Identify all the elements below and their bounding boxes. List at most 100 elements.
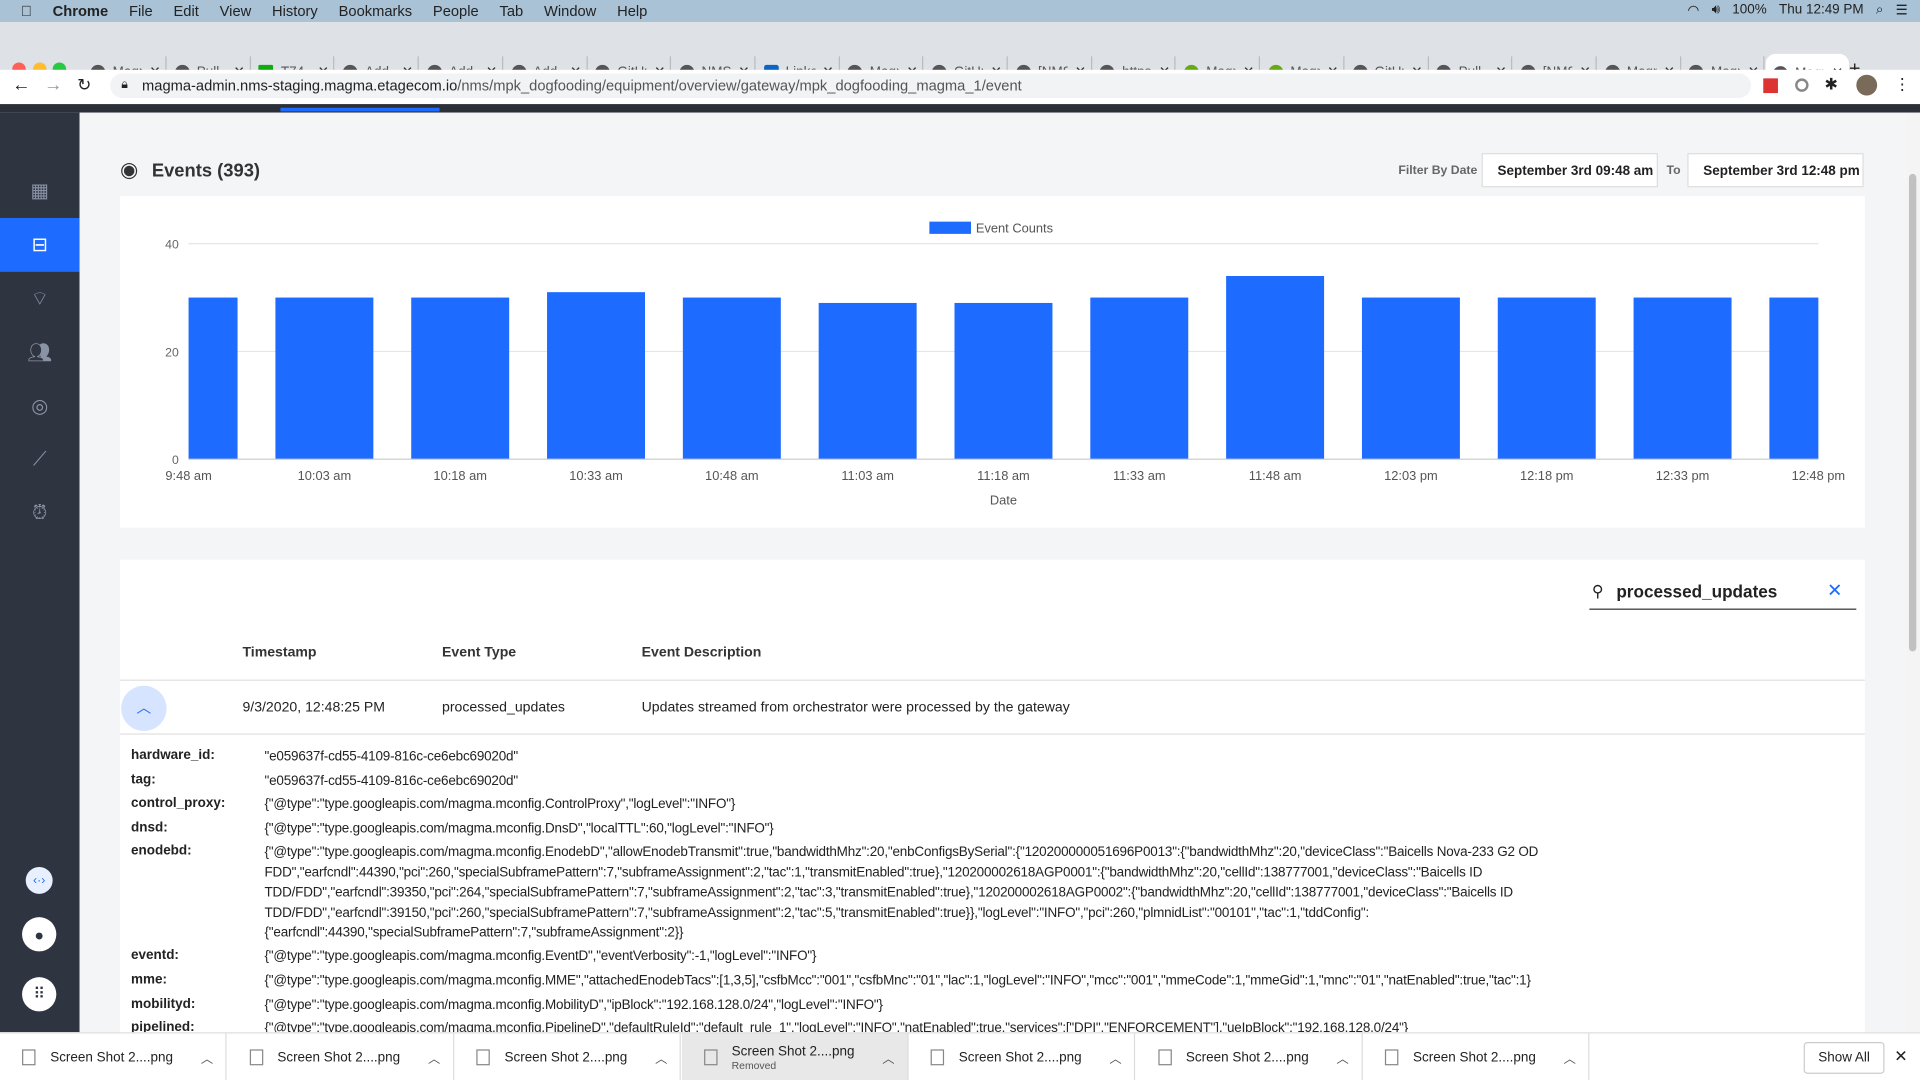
- download-item[interactable]: Screen Shot 2....png ︿: [1363, 1033, 1590, 1080]
- detail-key: mme:: [131, 972, 167, 987]
- chevron-up-icon[interactable]: ︿: [427, 1053, 441, 1067]
- sidebar-item-dashboard[interactable]: ▦: [0, 164, 80, 218]
- x-axis-label: Date: [990, 492, 1017, 507]
- sidebar-item-subscribers[interactable]: 👥︎: [0, 326, 80, 380]
- row-event-description: Updates streamed from orchestrator were …: [641, 700, 1070, 716]
- lock-icon[interactable]: 🔒︎: [121, 78, 128, 92]
- reload-icon[interactable]: ↻: [77, 74, 92, 95]
- detail-value: "e059637f-cd55-4109-816c-ce6ebc69020d": [264, 773, 518, 789]
- api-icon[interactable]: ‹·›: [25, 866, 53, 894]
- collapse-row-button[interactable]: ︿: [121, 685, 167, 732]
- sidebar: ▦ ⊟ ⌔ 👥︎ ◎ ⟋ ⏰︎ ‹·› ● ⠿: [0, 112, 80, 1033]
- detail-value: {"@type":"type.googleapis.com/magma.mcon…: [264, 949, 817, 965]
- chart-card: 0 20 40 9:48 am 10:03 am 10:18 am 10:33 am 10:4…: [120, 195, 1865, 528]
- menu-file[interactable]: File: [117, 2, 153, 20]
- file-icon: [703, 1049, 717, 1066]
- menu-people[interactable]: People: [421, 2, 479, 20]
- date-from-input[interactable]: September 3rd 09:48 am: [1481, 153, 1658, 188]
- x-tick-label: 12:18 pm: [1520, 468, 1574, 483]
- sidebar-item-policies[interactable]: ◎: [0, 380, 80, 434]
- menu-bookmarks[interactable]: Bookmarks: [327, 2, 413, 20]
- download-item[interactable]: Screen Shot 2....png ︿: [0, 1033, 227, 1080]
- column-header-timestamp[interactable]: Timestamp: [242, 645, 317, 661]
- legend-swatch: [929, 221, 972, 234]
- router-icon: ⊟: [31, 235, 49, 256]
- row-event-type: processed_updates: [442, 700, 565, 716]
- extension-icon[interactable]: [1763, 78, 1778, 94]
- file-icon: [476, 1049, 490, 1066]
- download-status: Removed: [731, 1058, 777, 1071]
- download-item[interactable]: Screen Shot 2....png ︿: [1136, 1033, 1363, 1080]
- apps-grid-icon[interactable]: ⠿: [22, 977, 57, 1012]
- menu-view[interactable]: View: [208, 2, 252, 20]
- x-tick-label: 11:03 am: [841, 468, 894, 483]
- x-tick-label: 11:33 am: [1113, 468, 1166, 483]
- clock[interactable]: Thu 12:49 PM: [1779, 2, 1864, 18]
- download-item[interactable]: Screen Shot 2....png ︿: [454, 1033, 681, 1080]
- network-icon: ⌔: [30, 288, 49, 310]
- menu-edit[interactable]: Edit: [162, 2, 198, 20]
- download-filename: Screen Shot 2....png: [1413, 1050, 1536, 1065]
- address-bar[interactable]: 🔒︎ magma-admin.nms-staging.magma.etageco…: [110, 73, 1752, 98]
- sidebar-item-alerts[interactable]: ⏰︎: [0, 487, 80, 541]
- show-all-downloads-button[interactable]: Show All: [1803, 1042, 1885, 1074]
- x-tick-label: 12:48 pm: [1792, 468, 1846, 483]
- page-title: Events (393): [151, 160, 261, 182]
- sidebar-item-equipment[interactable]: ⊟: [0, 217, 80, 272]
- detail-key: control_proxy:: [131, 796, 226, 811]
- close-downloads-icon[interactable]: ✕: [1894, 1046, 1908, 1066]
- download-item[interactable]: Screen Shot 2....png Removed ︿: [681, 1033, 908, 1080]
- chevron-up-icon[interactable]: ︿: [200, 1053, 214, 1067]
- menu-tab[interactable]: Tab: [488, 2, 523, 20]
- page-scrollbar[interactable]: [1905, 112, 1920, 1033]
- menu-window[interactable]: Window: [532, 2, 596, 20]
- menu-app[interactable]: Chrome: [41, 2, 109, 20]
- download-item[interactable]: Screen Shot 2....png ︿: [227, 1033, 454, 1080]
- column-header-event-type[interactable]: Event Type: [442, 645, 517, 661]
- search-input[interactable]: processed_updates: [1616, 581, 1778, 602]
- download-filename: Screen Shot 2....png: [50, 1050, 174, 1065]
- control-center-icon[interactable]: ☰: [1895, 3, 1908, 19]
- app-topbar: [0, 104, 1920, 113]
- event-count-chart: 0 20 40 9:48 am 10:03 am 10:18 am 10:33 am 10:4…: [165, 221, 1846, 508]
- download-item[interactable]: Screen Shot 2....png ︿: [909, 1033, 1136, 1080]
- more-menu-icon[interactable]: ⋮: [1894, 74, 1911, 94]
- menu-help[interactable]: Help: [606, 2, 647, 20]
- wifi-icon[interactable]: ◠: [1687, 3, 1700, 19]
- chevron-up-icon[interactable]: ︿: [1336, 1053, 1349, 1067]
- apple-icon[interactable]: : [21, 2, 32, 19]
- volume-icon[interactable]: 🔊︎: [1711, 2, 1721, 18]
- bar: [954, 302, 1053, 460]
- detail-value: {"@type":"type.googleapis.com/magma.mcon…: [264, 1021, 1409, 1033]
- x-tick-label: 10:03 am: [298, 468, 352, 483]
- clear-search-icon[interactable]: ✕: [1826, 580, 1843, 602]
- extension-icon[interactable]: [1795, 78, 1809, 92]
- file-icon: [1157, 1049, 1172, 1066]
- sidebar-item-metrics[interactable]: ⟋: [0, 433, 80, 487]
- y-tick-label: 20: [165, 345, 179, 359]
- profile-avatar[interactable]: [1856, 74, 1878, 96]
- detail-key: eventd:: [131, 948, 179, 963]
- file-icon: [1384, 1049, 1399, 1066]
- chevron-up-icon[interactable]: ︿: [1563, 1053, 1576, 1067]
- file-icon: [930, 1049, 945, 1066]
- signal-icon: ◎: [31, 396, 49, 418]
- search-icon[interactable]: ⌕: [1875, 2, 1884, 18]
- sidebar-item-network[interactable]: ⌔: [0, 272, 80, 326]
- account-avatar[interactable]: ●: [22, 917, 57, 952]
- new-tab-button[interactable]: +: [1849, 59, 1860, 81]
- forward-icon[interactable]: →: [44, 74, 63, 96]
- menu-history[interactable]: History: [261, 2, 318, 20]
- chevron-up-icon[interactable]: ︿: [655, 1053, 668, 1067]
- search-field[interactable]: ⚲ processed_updates ✕: [1589, 577, 1857, 610]
- chevron-up-icon[interactable]: ︿: [882, 1053, 895, 1067]
- detail-value: {"@type":"type.googleapis.com/magma.mcon…: [264, 797, 736, 813]
- date-to-input[interactable]: September 3rd 12:48 pm: [1687, 153, 1864, 188]
- column-header-event-description[interactable]: Event Description: [641, 645, 762, 661]
- row-timestamp: 9/3/2020, 12:48:25 PM: [242, 700, 385, 716]
- x-tick-label: 10:33 am: [569, 468, 623, 483]
- back-icon[interactable]: ←: [12, 74, 31, 96]
- events-icon: ◉: [120, 157, 139, 182]
- puzzle-icon[interactable]: ✱: [1824, 74, 1838, 94]
- chevron-up-icon[interactable]: ︿: [1109, 1053, 1122, 1067]
